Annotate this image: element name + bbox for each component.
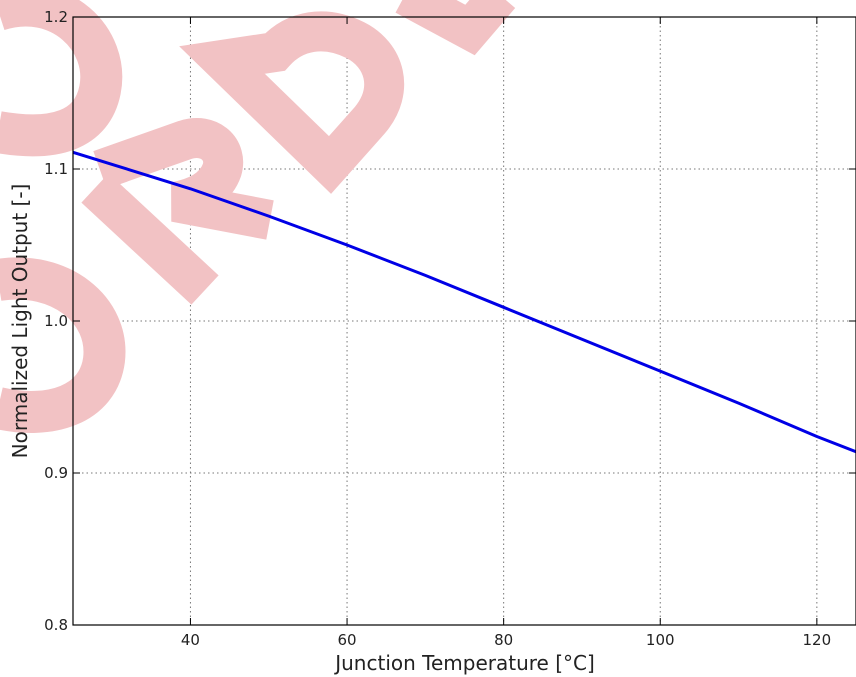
watermark-stroke-3 bbox=[93, 118, 274, 240]
x-tick-label: 100 bbox=[646, 631, 675, 649]
watermark-stroke-4 bbox=[81, 173, 219, 305]
watermark-stroke-2 bbox=[0, 257, 126, 433]
x-tick-label: 60 bbox=[338, 631, 357, 649]
y-tick-label: 0.8 bbox=[44, 616, 68, 634]
watermark-icon bbox=[0, 0, 516, 433]
y-tick-label: 0.9 bbox=[44, 464, 68, 482]
y-tick-label: 1.2 bbox=[44, 8, 68, 26]
watermark-stroke-1 bbox=[0, 0, 123, 157]
x-axis-ticks: 40 60 80 100 120 bbox=[181, 17, 831, 649]
x-tick-label: 120 bbox=[803, 631, 832, 649]
watermark-stroke-6 bbox=[395, 0, 516, 56]
series-line bbox=[72, 150, 856, 454]
watermark-stroke-5 bbox=[179, 11, 405, 194]
y-axis-title: Normalized Light Output [-] bbox=[8, 184, 32, 459]
x-tick-label: 40 bbox=[181, 631, 200, 649]
y-tick-label: 1.0 bbox=[44, 312, 68, 330]
x-axis-title: Junction Temperature [°C] bbox=[333, 651, 595, 675]
x-tick-label: 80 bbox=[494, 631, 513, 649]
y-tick-label: 1.1 bbox=[44, 160, 68, 178]
y-axis-ticks: 0.8 0.9 1.0 1.1 1.2 bbox=[44, 8, 856, 634]
